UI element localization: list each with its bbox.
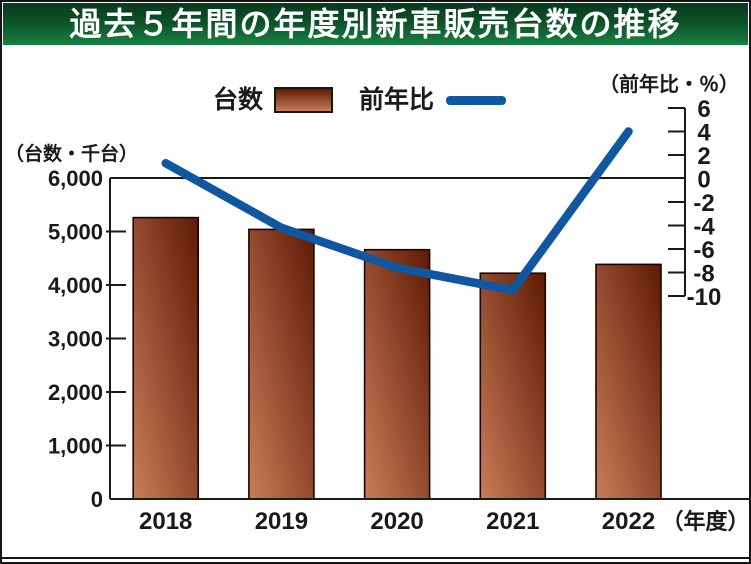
left-tick-label-5000: 5,000 <box>48 220 103 245</box>
right-tick-label-6: 6 <box>697 96 710 123</box>
year-label-2018: 2018 <box>139 508 192 535</box>
year-label-2021: 2021 <box>486 508 539 535</box>
left-tick-label-0: 0 <box>91 487 103 512</box>
bar-2019 <box>248 228 315 500</box>
right-tick-label-2: 2 <box>697 143 710 170</box>
bar-2020 <box>363 248 431 500</box>
trend-line <box>161 127 633 295</box>
title-bar: 過去５年間の年度別新車販売台数の推移 <box>3 3 748 45</box>
bar-2021 <box>479 272 547 500</box>
right-tick-label--2: -2 <box>693 190 714 217</box>
right-tick-label--8: -8 <box>693 261 714 288</box>
right-tick-label--10: -10 <box>687 284 722 311</box>
legend: 台数 前年比 <box>2 86 749 118</box>
legend-line-swatch <box>446 96 506 105</box>
right-tick-label-4: 4 <box>697 120 711 147</box>
left-tick-label-1000: 1,000 <box>48 434 103 459</box>
left-axis-unit-label: （台数・千台） <box>5 144 139 165</box>
right-tick-label--4: -4 <box>693 214 715 241</box>
right-tick-label-0: 0 <box>697 167 710 194</box>
legend-bar-swatch <box>274 87 333 113</box>
bar-2022 <box>595 263 662 500</box>
chart-title: 過去５年間の年度別新車販売台数の推移 <box>69 6 682 42</box>
bar-2018 <box>132 216 199 500</box>
legend-line-label: 前年比 <box>359 86 435 114</box>
legend-bar-label: 台数 <box>213 86 264 114</box>
year-label-2020: 2020 <box>370 508 423 535</box>
year-label-2022: 2022 <box>602 508 655 535</box>
year-label-2019: 2019 <box>255 508 308 535</box>
left-tick-label-4000: 4,000 <box>48 273 103 298</box>
x-axis-suffix-label: （年度） <box>662 509 750 534</box>
left-tick-label-2000: 2,000 <box>48 380 103 405</box>
bottom-rule <box>2 557 749 559</box>
right-tick-label--6: -6 <box>693 237 714 264</box>
left-tick-label-6000: 6,000 <box>48 166 103 191</box>
right-axis-unit-label: （前年比・％） <box>599 74 739 96</box>
left-tick-label-3000: 3,000 <box>48 327 103 352</box>
